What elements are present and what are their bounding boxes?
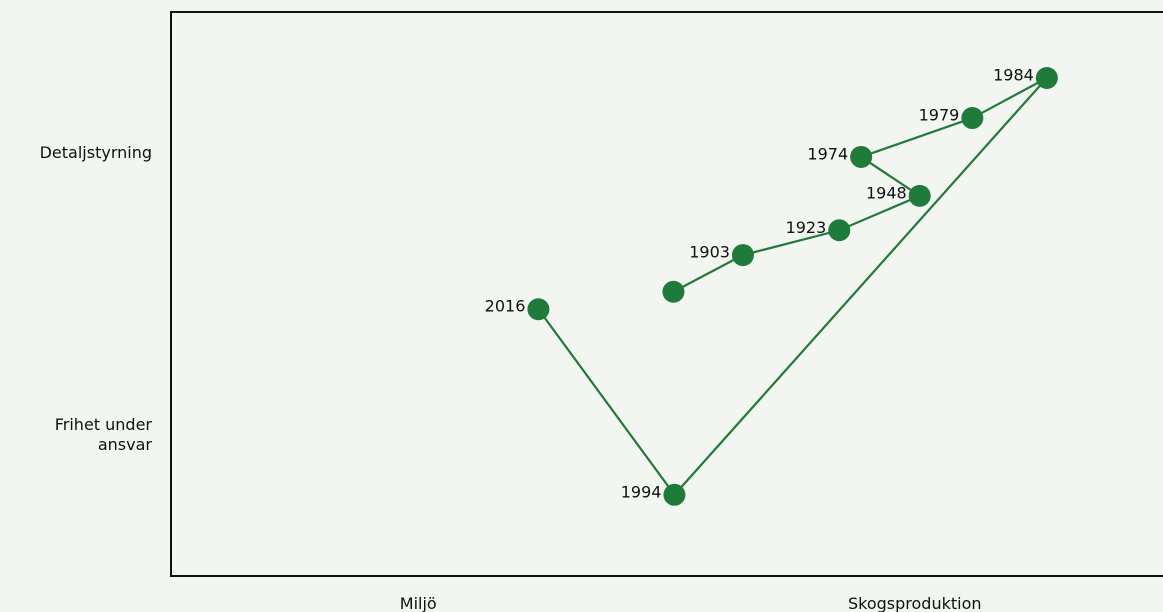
- x-tick-label: Miljö: [399, 594, 437, 612]
- y-tick-label: Frihet under ansvar: [54, 415, 152, 454]
- point-label: 1984: [993, 65, 1034, 84]
- point-label: 1923: [786, 218, 827, 237]
- x-tick-label: Skogsproduktion: [847, 594, 982, 612]
- point: [828, 219, 851, 242]
- point-label: 1948: [866, 183, 907, 202]
- point-label: 1979: [919, 106, 960, 125]
- connector-line: [537, 77, 1048, 497]
- point-label: 2016: [485, 297, 526, 316]
- point: [908, 184, 931, 207]
- point-label: 1903: [689, 243, 730, 262]
- y-tick-label: Detaljstyrning: [39, 143, 152, 162]
- point-label: 1974: [807, 144, 848, 163]
- point: [731, 244, 754, 267]
- point: [662, 280, 685, 303]
- point: [850, 145, 873, 168]
- point: [663, 483, 686, 506]
- point: [961, 107, 984, 130]
- point: [527, 298, 550, 321]
- point: [1035, 66, 1058, 89]
- point-label: 1994: [621, 482, 662, 501]
- plot-frame: [170, 11, 1163, 577]
